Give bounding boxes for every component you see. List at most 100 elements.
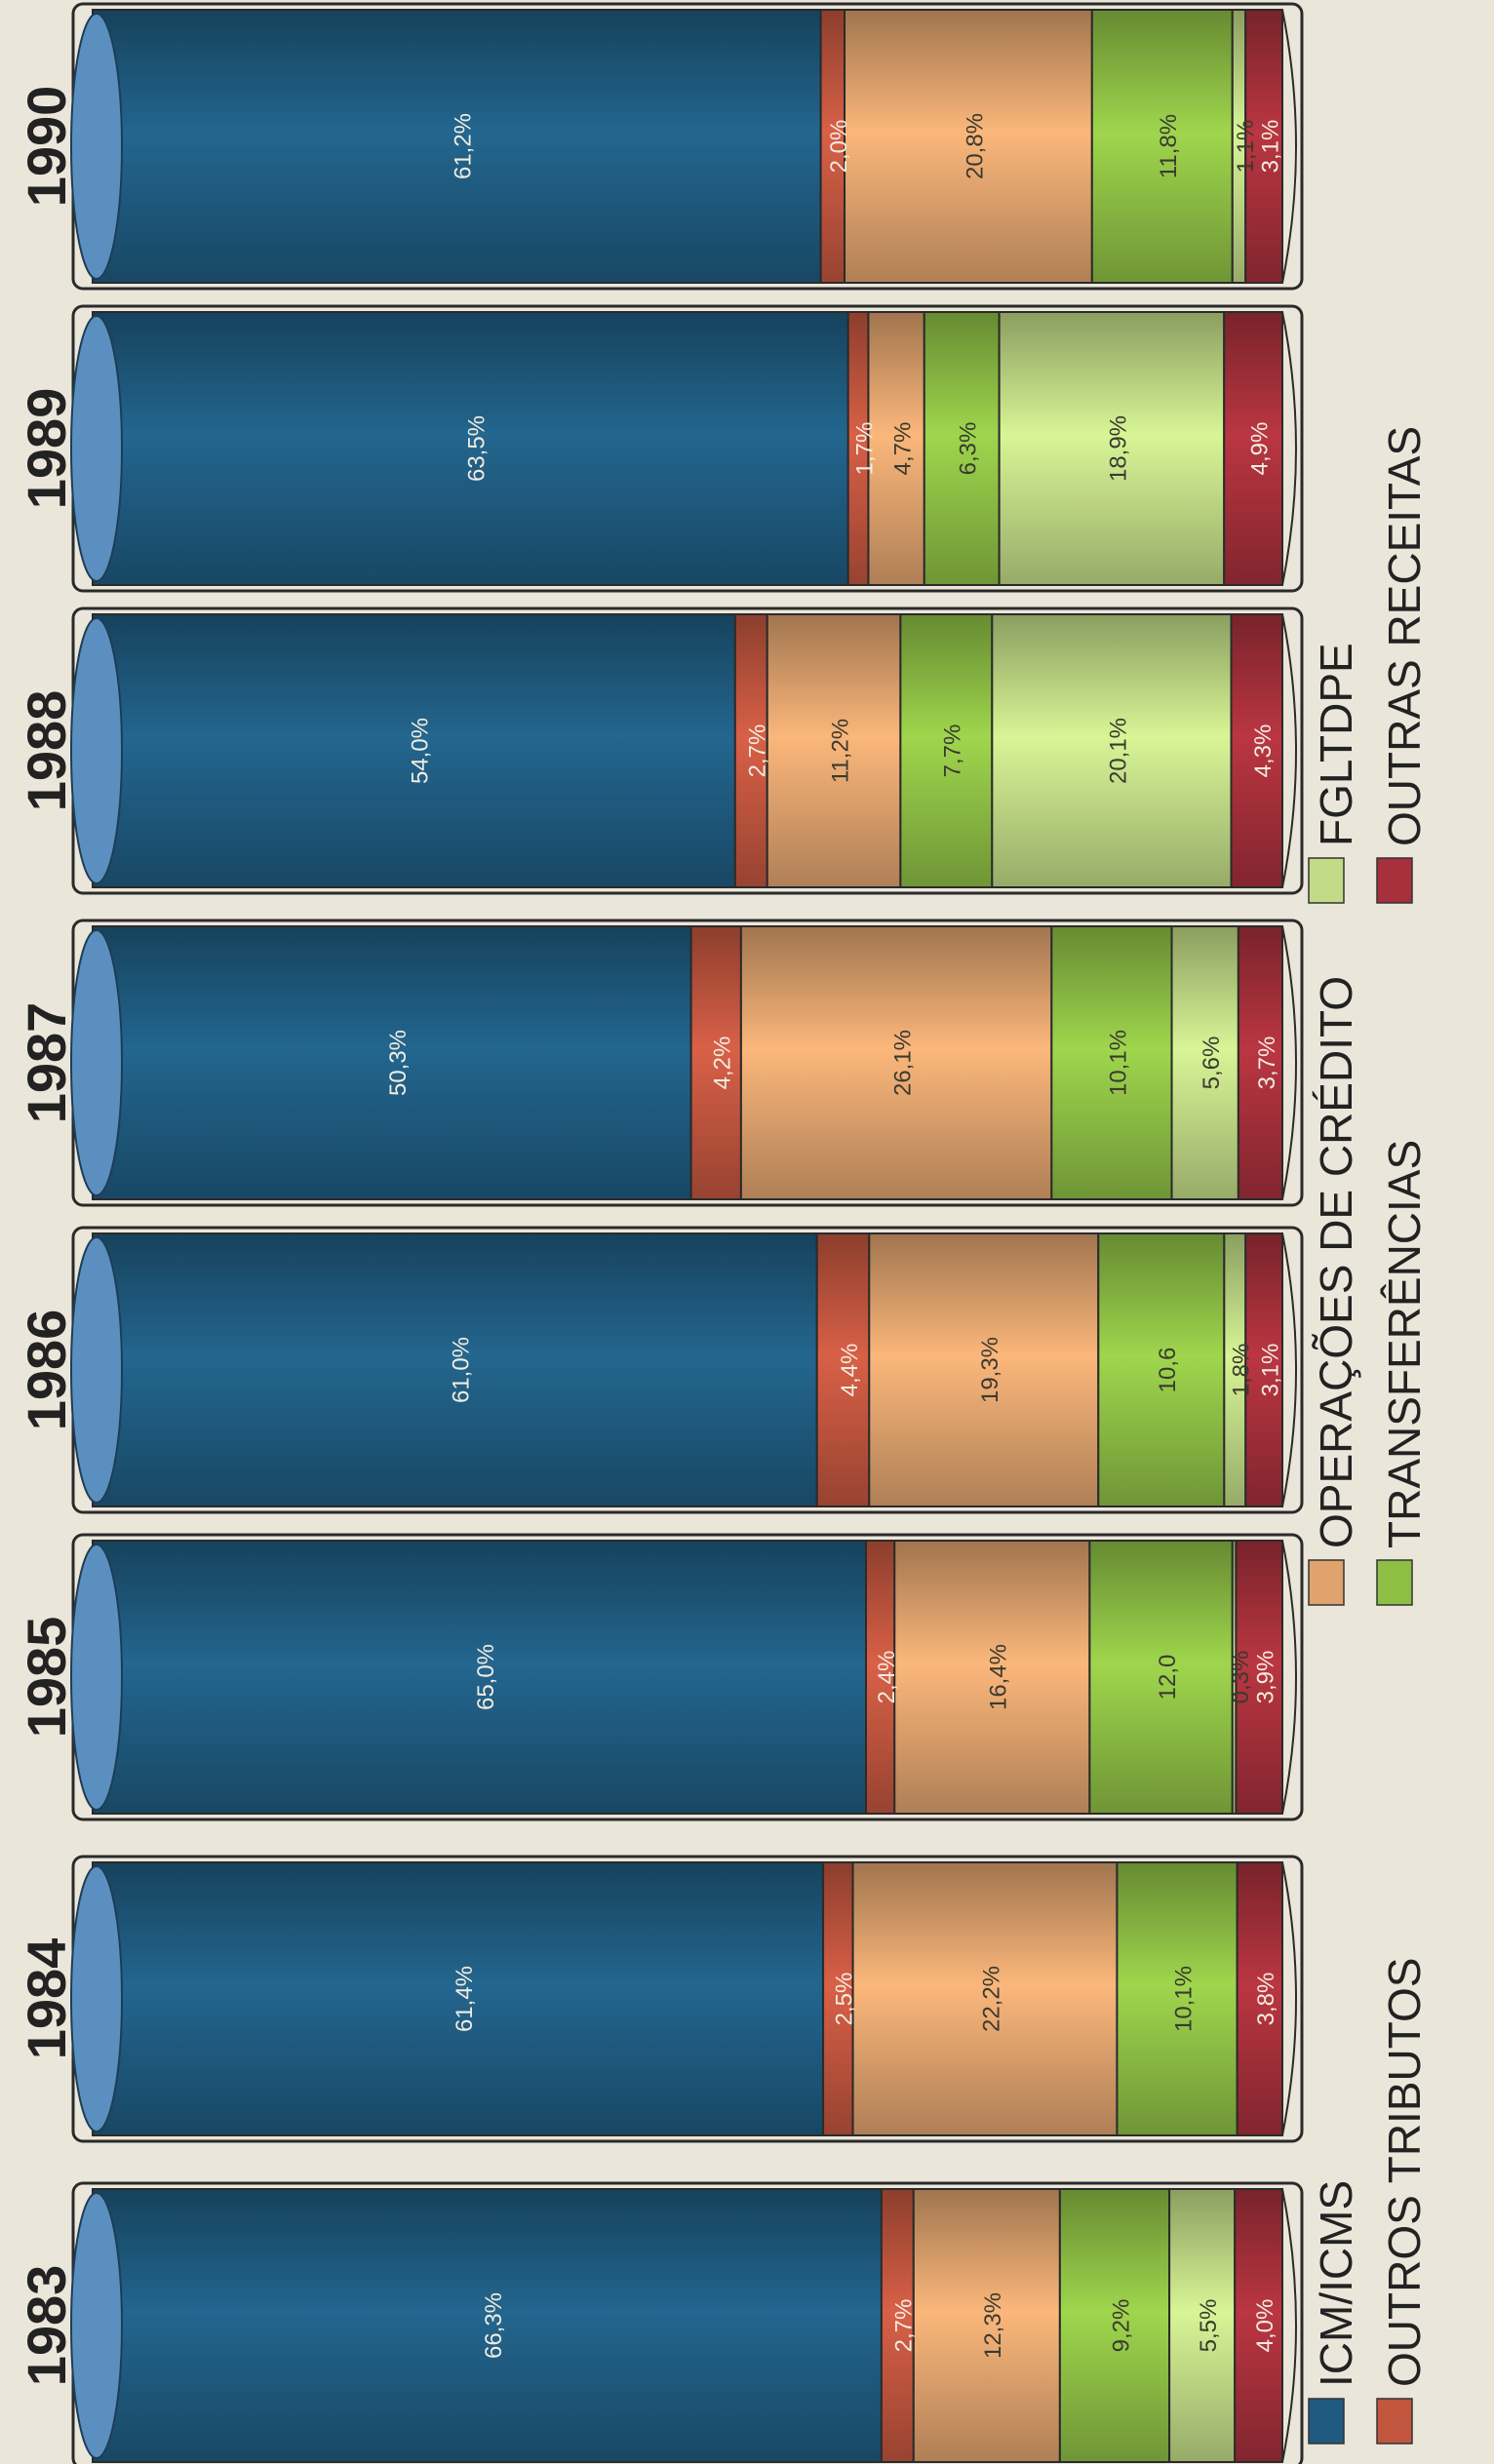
data-label: 66,3% — [481, 2292, 507, 2359]
bar-segment-outras-receitas — [1244, 1232, 1284, 1507]
bar-segment-opera-es-de-cr-dito — [912, 2188, 1061, 2463]
cylinder-end-cap — [70, 1544, 123, 1811]
bar-segment-icm-icms — [92, 1540, 867, 1815]
bar-segment-transfer-ncias — [1088, 1540, 1234, 1815]
data-label: 1,7% — [851, 422, 878, 476]
cylinder-end-cap — [70, 1865, 123, 2132]
data-label: 61,2% — [451, 113, 477, 179]
cylinder-end-cap — [70, 617, 123, 884]
data-label: 1,8% — [1229, 1344, 1255, 1397]
data-label: 9,2% — [1108, 2299, 1134, 2353]
bar-segment-transfer-ncias — [1090, 9, 1234, 284]
bar-segment-fgltdpe — [991, 613, 1233, 888]
cylinder-end-cap — [70, 2192, 123, 2459]
data-label: 3,9% — [1253, 1651, 1279, 1704]
data-label: 61,4% — [452, 1966, 478, 2032]
category-label: 1983 — [16, 2265, 77, 2387]
bar-segment-fgltdpe — [1170, 925, 1239, 1200]
data-label: 4,2% — [710, 1036, 736, 1090]
legend-label: TRANSFERÊNCIAS — [1379, 1140, 1430, 1548]
data-label: 0,3% — [1228, 1651, 1254, 1704]
category-label: 1989 — [16, 388, 77, 510]
data-label: 22,2% — [978, 1966, 1004, 2032]
data-label: 20,8% — [962, 113, 988, 179]
bar-segment-transfer-ncias — [1116, 1861, 1238, 2136]
legend: ICM/ICMS OUTROS TRIBUTOS OPERAÇÕES DE CRÉD… — [1308, 426, 1430, 2444]
bar-segment-outros-tributos — [819, 9, 846, 284]
bar-segment-icm-icms — [92, 311, 849, 586]
bar-row-1989: 63,5% 1,7% 4,7% 6,3% 18,9% 4,9% 1989 — [16, 304, 1304, 593]
legend-item: OPERAÇÕES DE CRÉDITO — [1308, 976, 1361, 1606]
bar-segment-icm-icms — [92, 1232, 818, 1507]
bar-row-1988: 54,0% 2,7% 11,2% 7,7% 20,1% 4,3% 1988 — [16, 606, 1304, 895]
segment-seam — [1281, 613, 1297, 888]
data-label: 2,5% — [832, 1973, 858, 2026]
bar-row-1984: 61,4% 2,5% 22,2% 10,1% 3,8% 1984 — [16, 1855, 1304, 2143]
segment-seam — [1281, 1232, 1297, 1507]
bar-segment-icm-icms — [92, 9, 822, 284]
bar-segment-icm-icms — [92, 2188, 883, 2463]
legend-item: OUTRAS RECEITAS — [1376, 426, 1430, 904]
category-label: 1984 — [16, 1938, 77, 2060]
data-label: 2,7% — [891, 2299, 918, 2353]
legend-swatch — [1308, 1559, 1345, 1606]
bar-row-1987: 50,3% 4,2% 26,1% 10,1% 5,6% 3,7% 1987 — [16, 919, 1304, 1207]
bar-segment-outros-tributos — [865, 1540, 896, 1815]
bar-segment-outras-receitas — [1244, 9, 1284, 284]
category-label: 1985 — [16, 1617, 77, 1739]
data-label: 11,8% — [1156, 114, 1182, 178]
bar-segment-outras-receitas — [1235, 1540, 1284, 1815]
data-label: 54,0% — [408, 718, 434, 784]
category-label: 1987 — [16, 1002, 77, 1124]
data-label: 1,1% — [1233, 120, 1259, 174]
category-label: 1988 — [16, 690, 77, 812]
cylinder-end-cap — [70, 929, 123, 1196]
data-label: 26,1% — [889, 1030, 916, 1096]
bar-segment-opera-es-de-cr-dito — [893, 1540, 1091, 1815]
category-label: 1990 — [16, 86, 77, 208]
bar-segment-outras-receitas — [1234, 2188, 1283, 2463]
category-label: 1986 — [16, 1310, 77, 1431]
data-label: 10,6 — [1155, 1348, 1181, 1393]
bar-segment-opera-es-de-cr-dito — [844, 9, 1093, 284]
legend-swatch — [1376, 2398, 1413, 2444]
data-label: 3,1% — [1257, 120, 1283, 174]
segment-seam — [1281, 1540, 1297, 1815]
data-label: 10,1% — [1170, 1966, 1197, 2032]
data-label: 18,9% — [1105, 415, 1131, 482]
legend-swatch — [1308, 857, 1345, 904]
bar-row-1986: 61,0% 4,4% 19,3% 10,6 1,8% 3,1% 1986 — [16, 1226, 1304, 1514]
bar-segment-fgltdpe — [998, 311, 1226, 586]
data-label: 65,0% — [473, 1644, 499, 1710]
data-label: 19,3% — [977, 1337, 1003, 1403]
bar-segment-transfer-ncias — [1097, 1232, 1226, 1507]
data-label: 6,3% — [956, 422, 982, 476]
cylinder-end-cap — [70, 13, 123, 280]
data-label: 4,0% — [1252, 2299, 1278, 2353]
legend-item: TRANSFERÊNCIAS — [1376, 1140, 1430, 1606]
bar-segment-opera-es-de-cr-dito — [867, 311, 925, 586]
bar-segment-outras-receitas — [1236, 1861, 1284, 2136]
data-label: 4,3% — [1250, 724, 1277, 778]
legend-item: ICM/ICMS — [1308, 2180, 1361, 2444]
bar-row-1983: 66,3% 2,7% 12,3% 9,2% 5,5% 4,0% 1983 — [16, 2181, 1304, 2464]
bar-segment-transfer-ncias — [1050, 925, 1173, 1200]
segment-seam — [1281, 311, 1297, 586]
data-label: 2,0% — [826, 120, 852, 174]
bar-segment-outros-tributos — [689, 925, 742, 1200]
legend-swatch — [1376, 857, 1413, 904]
bar-segment-transfer-ncias — [899, 613, 994, 888]
legend-label: FGLTDPE — [1311, 643, 1361, 846]
data-label: 5,6% — [1199, 1036, 1225, 1090]
bar-segment-outras-receitas — [1223, 311, 1283, 586]
bar-segment-opera-es-de-cr-dito — [868, 1232, 1100, 1507]
bar-segment-outros-tributos — [733, 613, 768, 888]
bar-segment-outros-tributos — [815, 1232, 871, 1507]
bar-segment-outras-receitas — [1237, 925, 1283, 1200]
bar-segment-outras-receitas — [1230, 613, 1284, 888]
legend-label: ICM/ICMS — [1311, 2180, 1361, 2387]
legend-label: OUTRAS RECEITAS — [1379, 426, 1430, 846]
cylinder-end-cap — [70, 315, 123, 582]
